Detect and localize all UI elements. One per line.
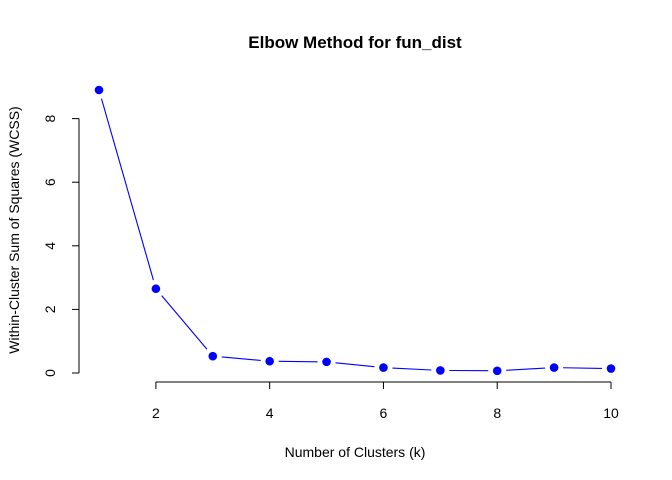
series-line-segment	[335, 362, 375, 368]
y-tick-label: 4	[42, 242, 58, 250]
wcss-series	[94, 85, 616, 376]
x-axis: 2 4 6 8 10	[152, 381, 619, 421]
data-point	[379, 363, 388, 372]
chart-title: Elbow Method for fun_dist	[248, 33, 462, 52]
y-axis: 0 2 4 6 8	[42, 115, 80, 377]
x-tick-label: 8	[493, 405, 501, 421]
data-point	[492, 366, 502, 376]
x-tick-label: 6	[380, 405, 388, 421]
x-axis-label: Number of Clusters (k)	[285, 444, 426, 460]
y-axis-label: Within-Cluster Sum of Squares (WCSS)	[6, 106, 22, 353]
data-point	[208, 351, 218, 361]
data-point	[606, 364, 616, 373]
data-point	[322, 357, 331, 367]
y-tick-label: 2	[42, 305, 58, 313]
x-tick-label: 10	[603, 405, 619, 421]
series-line-segment	[221, 356, 261, 361]
y-tick-label: 6	[42, 178, 58, 186]
data-point	[436, 366, 445, 375]
series-line-segment	[161, 295, 208, 350]
y-tick-label: 0	[42, 369, 58, 377]
series-line-segment	[506, 367, 546, 371]
series-line-segment	[392, 367, 432, 371]
data-point	[265, 356, 274, 366]
y-tick-label: 8	[42, 115, 58, 123]
data-point	[549, 363, 559, 372]
x-tick-label: 4	[266, 405, 274, 421]
data-point	[94, 85, 104, 95]
series-line-segment	[100, 98, 154, 281]
series-line-segment	[563, 367, 603, 369]
x-tick-label: 2	[152, 405, 160, 421]
data-point	[151, 284, 161, 294]
